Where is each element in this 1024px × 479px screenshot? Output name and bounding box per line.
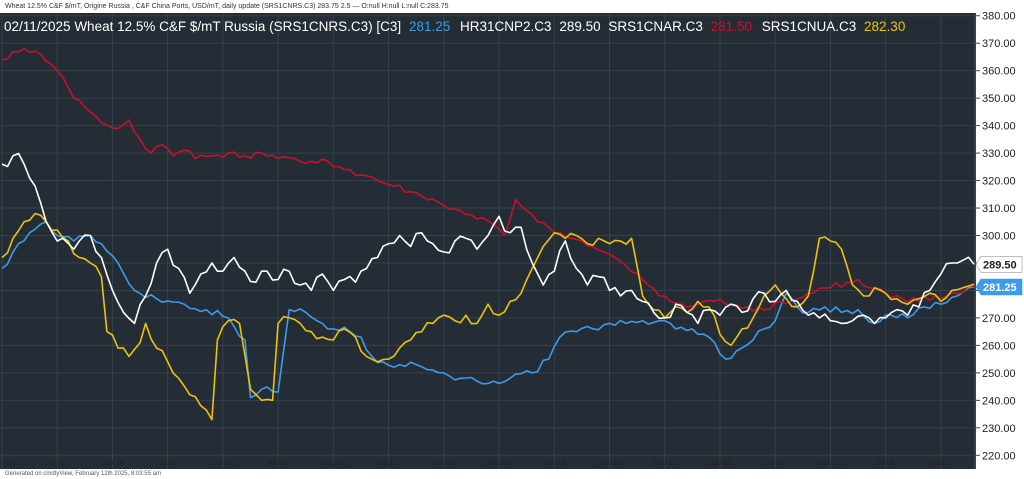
y-tick-label: 300.00 [982, 231, 1016, 243]
x-tick-label: Nov 25 [708, 458, 732, 467]
chart-header-info: Wheat 12.5% C&F $/mT, Origine Russia , C… [0, 0, 1024, 13]
x-tick-label: Aug 5 [268, 458, 288, 467]
x-tick-label: Sep 16 [432, 458, 456, 467]
x-tick-label: Jun 10 [46, 458, 69, 467]
x-tick-label: Jul 8 [160, 458, 176, 467]
x-tick-label: Jan 6 [876, 458, 894, 467]
legend-name-srs1cnar: SRS1CNAR.C3 [608, 19, 703, 34]
last-value-badge [975, 256, 1023, 273]
last-value-badge [975, 278, 1023, 296]
y-tick-label: 350.00 [982, 93, 1016, 105]
y-axis-panel [976, 13, 1024, 469]
generated-footer: Generated on cmdtyView, February 12th 20… [5, 471, 161, 477]
y-tick-label: 330.00 [982, 148, 1016, 160]
y-tick-label: 360.00 [982, 66, 1016, 78]
last-value-labels: 289.50 281.25 [975, 256, 1023, 296]
x-tick-label: Sep 2 [379, 458, 399, 467]
x-axis-ticks: May 27 Jun 10 Jun 24 Jul 8 Jul 22 Aug 5 Aug 19… [2, 458, 950, 467]
y-tick-label: 220.00 [982, 450, 1016, 462]
x-tick-label: Dec 9 [765, 458, 785, 467]
x-tick-label: Dec 23 [819, 458, 843, 467]
legend-name-srs1cnua: SRS1CNUA.C3 [762, 19, 857, 34]
last-value-text: 281.25 [983, 282, 1017, 294]
series-line-hr31cnp2-c3[interactable] [1, 152, 975, 325]
y-tick-label: 340.00 [982, 121, 1016, 133]
chart-legend: 02/11/2025 Wheat 12.5% C&F $/mT Russia (… [4, 19, 905, 34]
x-tick-label: Oct 28 [598, 458, 620, 467]
y-tick-label: 370.00 [982, 38, 1016, 50]
x-tick-label: Jun 24 [101, 458, 124, 467]
y-tick-label: 270.00 [982, 313, 1016, 325]
y-tick-label: 250.00 [982, 368, 1016, 380]
legend-title: 02/11/2025 Wheat 12.5% C&F $/mT Russia (… [4, 19, 401, 34]
series-line-srs1cnua-c3[interactable] [1, 212, 975, 421]
gridlines [0, 13, 976, 469]
legend-value-srs1cnua: 282.30 [864, 19, 905, 34]
series-layer [1, 47, 975, 421]
plot-background [0, 13, 976, 469]
x-tick-label: Nov 11 [653, 458, 676, 467]
y-tick-label: 320.00 [982, 176, 1016, 188]
y-tick-label: 310.00 [982, 203, 1016, 215]
series-line-srs1cnar-c3[interactable] [1, 47, 975, 312]
y-tick-label: 260.00 [982, 340, 1016, 352]
legend-value-hr31cnp2: 289.50 [559, 19, 600, 34]
y-tick-label: 230.00 [982, 423, 1016, 435]
x-tick-label: Aug 19 [321, 458, 345, 467]
x-tick-label: Sep 30 [487, 458, 511, 467]
series-line-srs1cnrs-c3[interactable] [1, 221, 975, 399]
legend-value-srs1cnrs: 281.25 [409, 19, 450, 34]
last-value-text: 289.50 [983, 259, 1017, 271]
y-tick-label: 380.00 [982, 11, 1016, 23]
x-tick-label: Jul 22 [213, 458, 233, 467]
x-tick-label: May 27 [2, 458, 27, 467]
x-tick-label: Feb 3 [931, 458, 950, 467]
x-tick-label: Oct 14 [543, 458, 565, 467]
y-tick-label: 240.00 [982, 395, 1016, 407]
legend-value-srs1cnar: 281.50 [711, 19, 752, 34]
legend-name-hr31cnp2: HR31CNP2.C3 [460, 19, 552, 34]
